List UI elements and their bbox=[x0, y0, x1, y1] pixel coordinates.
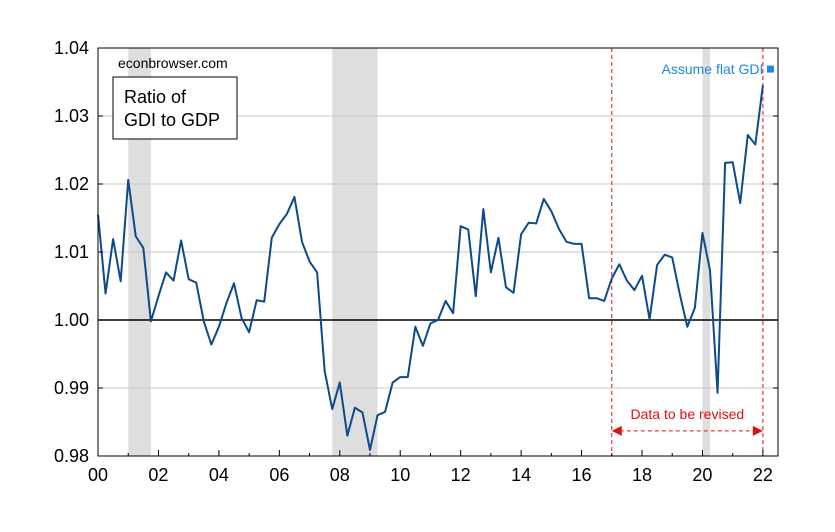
flat-gdi-label: Assume flat GDI bbox=[662, 61, 764, 77]
x-axis: 00 02 04 06 08 10 12 14 16 18 20 22 bbox=[88, 450, 773, 485]
y-tick-label-6: 1.04 bbox=[54, 38, 89, 58]
y-tick-label-0: 0.98 bbox=[54, 446, 89, 466]
x-tick-label-11: 22 bbox=[753, 465, 773, 485]
x-tick-label-10: 20 bbox=[692, 465, 712, 485]
revision-lines bbox=[611, 48, 764, 456]
revision-arrow-head-right bbox=[752, 425, 763, 436]
x-tick-label-2: 04 bbox=[209, 465, 229, 485]
y-axis: 0.98 0.99 1.00 1.01 1.02 1.03 1.04 bbox=[54, 38, 778, 466]
revision-arrow-head-left bbox=[611, 425, 622, 436]
revision-label: Data to be revised bbox=[631, 406, 745, 422]
chart-title-line-1: Ratio of bbox=[124, 87, 187, 107]
y-tick-label-3: 1.01 bbox=[54, 242, 89, 262]
x-tick-label-0: 00 bbox=[88, 465, 108, 485]
series-points bbox=[97, 85, 763, 450]
x-tick-label-9: 18 bbox=[632, 465, 652, 485]
source-label: econbrowser.com bbox=[118, 55, 228, 71]
x-tick-label-4: 08 bbox=[330, 465, 350, 485]
x-tick-label-5: 10 bbox=[390, 465, 410, 485]
x-tick-label-8: 16 bbox=[572, 465, 592, 485]
y-tick-label-1: 0.99 bbox=[54, 378, 89, 398]
chart-title-line-2: GDI to GDP bbox=[124, 110, 220, 130]
x-tick-label-7: 14 bbox=[511, 465, 531, 485]
y-tick-label-5: 1.03 bbox=[54, 106, 89, 126]
revision-arrow bbox=[611, 425, 763, 436]
y-tick-label-4: 1.02 bbox=[54, 174, 89, 194]
title-box bbox=[112, 76, 238, 140]
x-tick-label-1: 02 bbox=[148, 465, 168, 485]
x-tick-label-6: 12 bbox=[451, 465, 471, 485]
x-tick-label-3: 06 bbox=[269, 465, 289, 485]
flat-gdi-point bbox=[766, 65, 774, 73]
y-tick-label-2: 1.00 bbox=[54, 310, 89, 330]
